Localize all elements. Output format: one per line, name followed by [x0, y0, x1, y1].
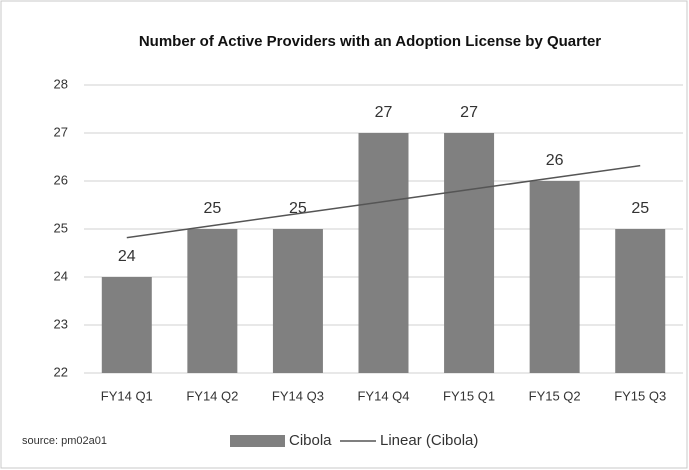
x-tick-label: FY14 Q3: [272, 388, 324, 403]
x-tick-label: FY14 Q1: [101, 388, 153, 403]
y-tick-label: 24: [54, 268, 68, 283]
bar: [187, 229, 238, 373]
bar: [615, 229, 666, 373]
x-tick-label: FY15 Q3: [614, 388, 666, 403]
y-tick-label: 22: [54, 364, 68, 379]
data-label: 24: [118, 248, 136, 265]
chart-title: Number of Active Providers with an Adopt…: [139, 33, 601, 50]
legend-label: Linear (Cibola): [380, 432, 478, 449]
bar: [358, 133, 409, 373]
bar: [444, 133, 495, 373]
data-label: 27: [460, 104, 478, 121]
data-label: 25: [631, 200, 649, 217]
bar: [272, 229, 323, 373]
data-label: 27: [375, 104, 393, 121]
y-tick-label: 26: [54, 172, 68, 187]
bar: [101, 277, 152, 373]
data-label: 26: [546, 152, 564, 169]
legend-swatch: [230, 435, 285, 447]
y-tick-label: 23: [54, 316, 68, 331]
trend-line: [126, 164, 641, 239]
x-tick-label: FY15 Q1: [443, 388, 495, 403]
bar: [529, 181, 580, 373]
source-note: source: pm02a01: [22, 435, 107, 447]
y-tick-label: 27: [54, 124, 68, 139]
x-tick-label: FY15 Q2: [529, 388, 581, 403]
legend-label: Cibola: [289, 432, 332, 449]
x-tick-label: FY14 Q4: [357, 388, 409, 403]
data-label: 25: [203, 200, 221, 217]
y-tick-label: 25: [54, 220, 68, 235]
y-tick-label: 28: [54, 76, 68, 91]
x-tick-label: FY14 Q2: [186, 388, 238, 403]
